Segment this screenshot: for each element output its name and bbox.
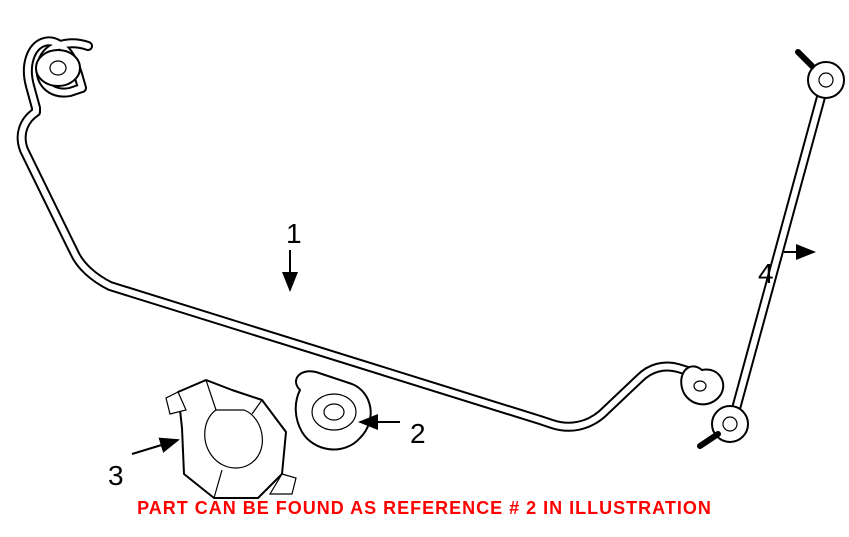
callout-label-4: 4 [758,258,774,290]
end-link-top-stud [798,52,812,66]
callout-arrow-3 [132,440,178,454]
bushing-bracket [178,380,286,498]
stabilizer-bar-outer [22,41,704,426]
illustration-stage: 1 2 3 4 PART CAN BE FOUND AS REFERENCE #… [0,0,849,537]
sway-bar-bushing [296,371,371,449]
end-link-bottom-stud [700,434,718,446]
callout-label-1: 1 [286,218,302,250]
reference-caption: PART CAN BE FOUND AS REFERENCE # 2 IN IL… [0,498,849,519]
callout-label-3: 3 [108,460,124,492]
stabilizer-bar-left-eye [36,50,80,86]
diagram-svg [0,0,849,537]
stabilizer-bar-end-lug [681,366,723,404]
callout-label-2: 2 [410,418,426,450]
